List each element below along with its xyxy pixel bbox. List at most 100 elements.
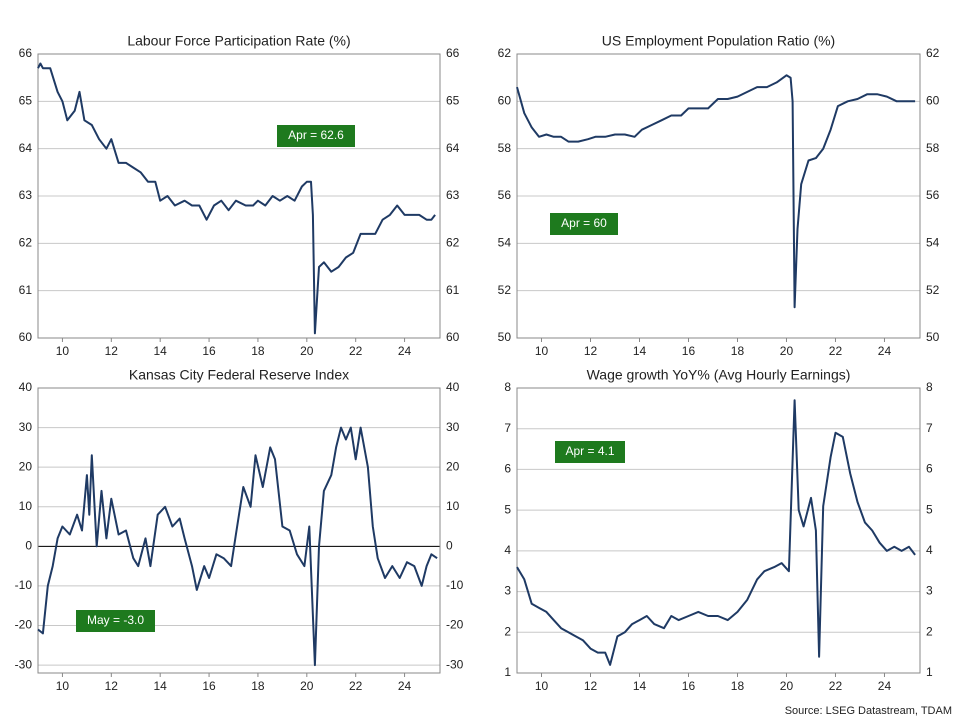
x-tick-label: 12 — [584, 679, 598, 693]
y2-tick-label: 64 — [446, 141, 460, 155]
panel-title: Kansas City Federal Reserve Index — [129, 367, 349, 383]
plot-frame — [516, 387, 921, 674]
y-tick-label: 6 — [504, 462, 511, 476]
panel-title: Wage growth YoY% (Avg Hourly Earnings) — [587, 367, 851, 383]
x-tick-label: 16 — [202, 344, 216, 358]
y-tick-label: 30 — [19, 420, 33, 434]
y2-tick-label: 5 — [926, 502, 933, 516]
y-tick-label: 65 — [19, 94, 33, 108]
y-tick-label: 4 — [504, 543, 511, 557]
plot-frame — [37, 53, 441, 339]
y2-tick-label: 30 — [446, 420, 460, 434]
y2-tick-label: 1 — [926, 665, 933, 679]
plot-frame — [516, 53, 921, 339]
y-tick-label: 64 — [19, 141, 33, 155]
panel: Wage growth YoY% (Avg Hourly Earnings) 1 1… — [504, 367, 933, 693]
annotation: Apr = 62.6 — [288, 128, 344, 142]
panel: Kansas City Federal Reserve Index -30 -30 -… — [15, 367, 464, 693]
source-note: Source: LSEG Datastream, TDAM — [785, 705, 952, 717]
y2-tick-label: 4 — [926, 543, 933, 557]
panel-title: Labour Force Participation Rate (%) — [127, 33, 350, 49]
x-tick-label: 10 — [56, 344, 70, 358]
x-tick-label: 22 — [829, 679, 843, 693]
y2-tick-label: 56 — [926, 188, 940, 202]
y2-tick-label: 66 — [446, 46, 460, 60]
y2-tick-label: 10 — [446, 499, 460, 513]
y2-tick-label: 61 — [446, 283, 460, 297]
y-tick-label: -20 — [15, 618, 33, 632]
x-tick-label: 12 — [105, 679, 119, 693]
y-tick-label: 5 — [504, 502, 511, 516]
y2-tick-label: 52 — [926, 283, 940, 297]
x-tick-label: 24 — [878, 344, 892, 358]
y-tick-label: 63 — [19, 188, 33, 202]
x-tick-label: 22 — [349, 344, 363, 358]
y-tick-label: 2 — [504, 624, 511, 638]
x-tick-label: 10 — [535, 344, 549, 358]
panel: US Employment Population Ratio (%) 50 50 52… — [498, 33, 940, 358]
y2-tick-label: 50 — [926, 330, 940, 344]
x-tick-label: 22 — [829, 344, 843, 358]
panel: Labour Force Participation Rate (%) 60 60 6… — [19, 33, 460, 358]
annotation-box — [555, 441, 625, 463]
x-tick-label: 22 — [349, 679, 363, 693]
y-tick-label: 50 — [498, 330, 512, 344]
y-tick-label: 52 — [498, 283, 512, 297]
y2-tick-label: -20 — [446, 618, 464, 632]
y2-tick-label: 7 — [926, 421, 933, 435]
y2-tick-label: 62 — [446, 236, 460, 250]
y-tick-label: 20 — [19, 459, 33, 473]
x-tick-label: 14 — [633, 344, 647, 358]
y-tick-label: -30 — [15, 657, 33, 671]
y2-tick-label: 3 — [926, 584, 933, 598]
y2-tick-label: 60 — [926, 94, 940, 108]
y-tick-label: 7 — [504, 421, 511, 435]
panel-title: US Employment Population Ratio (%) — [602, 33, 835, 49]
data-line — [37, 62, 436, 335]
y2-tick-label: 65 — [446, 94, 460, 108]
y-tick-label: 58 — [498, 141, 512, 155]
x-tick-label: 14 — [633, 679, 647, 693]
x-tick-label: 14 — [154, 679, 168, 693]
y-tick-label: 66 — [19, 46, 33, 60]
annotation-box — [277, 125, 355, 147]
x-tick-label: 20 — [780, 679, 794, 693]
y-tick-label: 62 — [498, 46, 512, 60]
x-tick-label: 16 — [202, 679, 216, 693]
y-tick-label: 1 — [504, 665, 511, 679]
y2-tick-label: 63 — [446, 188, 460, 202]
data-line — [516, 74, 916, 309]
data-line — [516, 399, 916, 666]
x-tick-label: 20 — [780, 344, 794, 358]
y2-tick-label: 62 — [926, 46, 940, 60]
x-tick-label: 10 — [56, 679, 70, 693]
x-tick-label: 20 — [300, 344, 314, 358]
y2-tick-label: 0 — [446, 539, 453, 553]
y-tick-label: 3 — [504, 584, 511, 598]
annotation: May = -3.0 — [87, 613, 144, 627]
y2-tick-label: -30 — [446, 657, 464, 671]
y2-tick-label: 54 — [926, 236, 940, 250]
x-tick-label: 20 — [300, 679, 314, 693]
y-tick-label: 60 — [19, 330, 33, 344]
y2-tick-label: 58 — [926, 141, 940, 155]
y2-tick-label: 8 — [926, 380, 933, 394]
y2-tick-label: 20 — [446, 459, 460, 473]
y2-tick-label: 40 — [446, 380, 460, 394]
x-tick-label: 24 — [398, 679, 412, 693]
data-line — [37, 426, 438, 667]
x-tick-label: 24 — [878, 679, 892, 693]
x-tick-label: 16 — [682, 344, 696, 358]
y-tick-label: 8 — [504, 380, 511, 394]
y-tick-label: 61 — [19, 283, 33, 297]
y2-tick-label: -10 — [446, 578, 464, 592]
x-tick-label: 18 — [251, 679, 265, 693]
y2-tick-label: 60 — [446, 330, 460, 344]
annotation: Apr = 4.1 — [565, 444, 614, 458]
y-tick-label: 0 — [25, 539, 32, 553]
y-tick-label: 40 — [19, 380, 33, 394]
y-tick-label: 62 — [19, 236, 33, 250]
plot-frame — [37, 387, 441, 674]
annotation-box — [550, 213, 618, 235]
